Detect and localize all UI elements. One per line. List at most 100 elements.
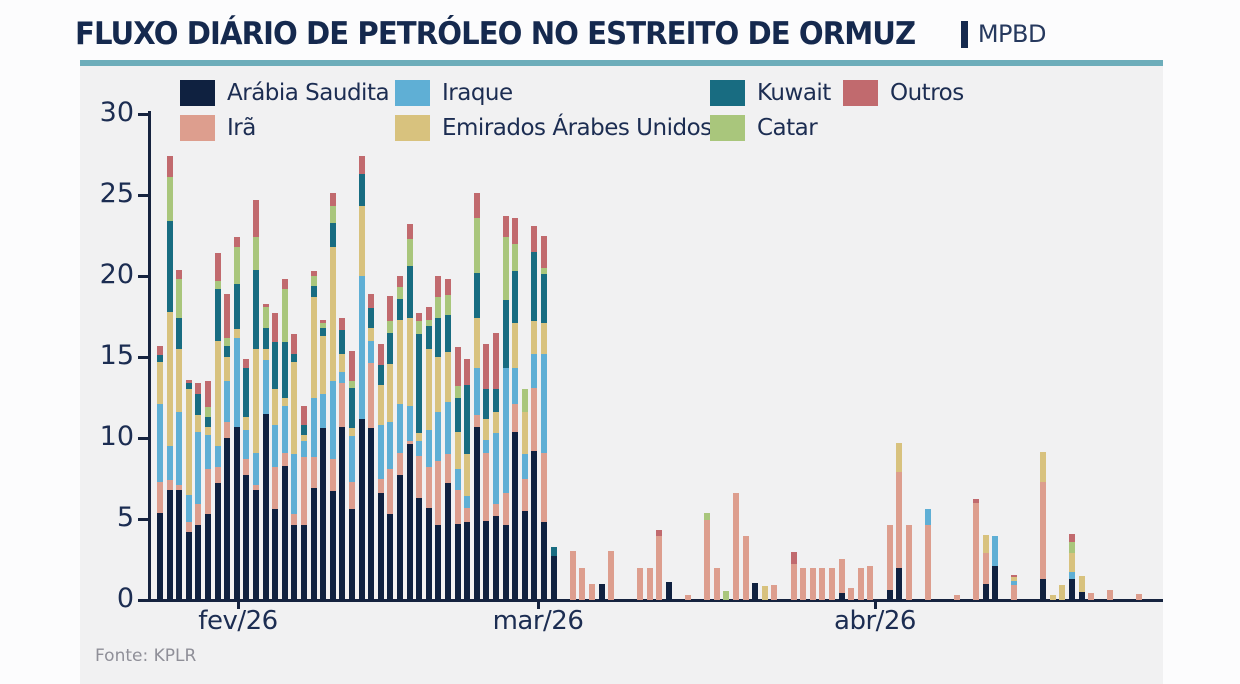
bar-segment	[704, 513, 711, 520]
bar-segment	[176, 489, 183, 600]
bar-stack	[483, 344, 490, 600]
bar-segment	[185, 382, 192, 390]
bar-segment	[982, 553, 989, 584]
bar-segment	[665, 582, 672, 600]
bar-segment	[512, 323, 519, 369]
bar-segment	[473, 318, 480, 369]
bar-segment	[483, 418, 490, 440]
bar-segment	[329, 491, 336, 600]
bar-segment	[502, 216, 509, 238]
bar-stack	[243, 358, 250, 600]
bar-segment	[272, 425, 279, 468]
bar-stack	[713, 567, 720, 600]
bar-segment	[1069, 553, 1075, 573]
bar-segment	[992, 536, 999, 566]
bar-stack	[224, 293, 231, 600]
bar-segment	[973, 498, 979, 503]
bar-segment	[493, 389, 499, 413]
bar-segment	[809, 568, 816, 600]
bar-stack	[435, 276, 442, 600]
bar-segment	[483, 452, 490, 521]
bar-segment	[349, 509, 355, 600]
bar-segment	[406, 238, 413, 267]
bar-segment	[896, 472, 903, 568]
bar-segment	[358, 173, 365, 207]
bar-segment	[157, 345, 163, 356]
bar-segment	[281, 465, 288, 600]
bar-segment	[224, 345, 231, 358]
bar-stack	[320, 319, 327, 600]
bar-segment	[1011, 580, 1018, 585]
bar-stack	[1107, 590, 1114, 600]
bar-stack	[665, 582, 672, 600]
x-tick-mark	[236, 602, 240, 609]
bar-segment	[886, 525, 893, 591]
bar-segment	[320, 319, 327, 323]
bar-segment	[569, 551, 576, 600]
bar-stack	[464, 358, 471, 600]
bar-segment	[982, 535, 989, 554]
bar-segment	[397, 452, 403, 476]
bar-segment	[435, 357, 442, 413]
accent-rule	[80, 60, 1163, 66]
bar-segment	[416, 441, 423, 456]
bar-plot-area	[151, 113, 1163, 600]
bar-segment	[301, 405, 307, 426]
bar-segment	[521, 510, 528, 600]
bar-segment	[531, 387, 538, 451]
bar-segment	[819, 568, 826, 600]
bar-segment	[646, 567, 653, 600]
bar-stack	[925, 509, 931, 600]
legend-swatch	[395, 114, 430, 141]
bar-segment	[233, 337, 240, 427]
bar-segment	[157, 355, 163, 362]
bar-segment	[387, 468, 394, 515]
bar-stack	[589, 583, 595, 600]
bar-segment	[166, 489, 173, 600]
bar-segment	[416, 313, 423, 322]
bar-segment	[157, 361, 163, 405]
bar-segment	[435, 276, 442, 298]
bar-segment	[406, 224, 413, 239]
bar-stack	[752, 583, 759, 600]
bar-stack	[377, 344, 384, 600]
bar-stack	[1040, 451, 1047, 600]
bar-segment	[368, 363, 375, 429]
bar-segment	[387, 514, 394, 600]
bar-segment	[176, 318, 183, 349]
bar-segment	[262, 327, 269, 349]
bar-segment	[368, 308, 375, 328]
bar-segment	[502, 237, 509, 301]
bar-stack	[1088, 592, 1095, 600]
bar-segment	[291, 514, 298, 526]
bar-segment	[579, 567, 586, 600]
bar-segment	[243, 368, 250, 417]
bar-stack	[1078, 575, 1085, 600]
bar-segment	[473, 368, 480, 416]
bar-segment	[157, 404, 163, 482]
bar-stack	[185, 379, 192, 600]
bar-segment	[233, 246, 240, 285]
bar-segment	[771, 585, 778, 600]
bar-segment	[473, 193, 480, 218]
bar-segment	[253, 484, 259, 490]
bar-segment	[176, 269, 183, 280]
bar-segment	[339, 318, 346, 330]
legend-swatch	[710, 114, 745, 141]
bar-stack	[454, 347, 461, 600]
bar-segment	[214, 467, 221, 484]
bar-segment	[205, 514, 211, 600]
bar-segment	[531, 225, 538, 252]
bar-segment	[425, 429, 432, 468]
bar-stack	[685, 595, 691, 600]
legend-swatch	[180, 79, 215, 106]
bar-segment	[262, 306, 269, 328]
bar-segment	[243, 459, 250, 476]
bar-segment	[329, 246, 336, 382]
bar-segment	[349, 428, 355, 437]
bar-stack	[541, 235, 547, 600]
bar-segment	[166, 446, 173, 481]
bar-segment	[368, 293, 375, 309]
bar-stack	[771, 585, 778, 600]
bar-segment	[195, 415, 202, 432]
